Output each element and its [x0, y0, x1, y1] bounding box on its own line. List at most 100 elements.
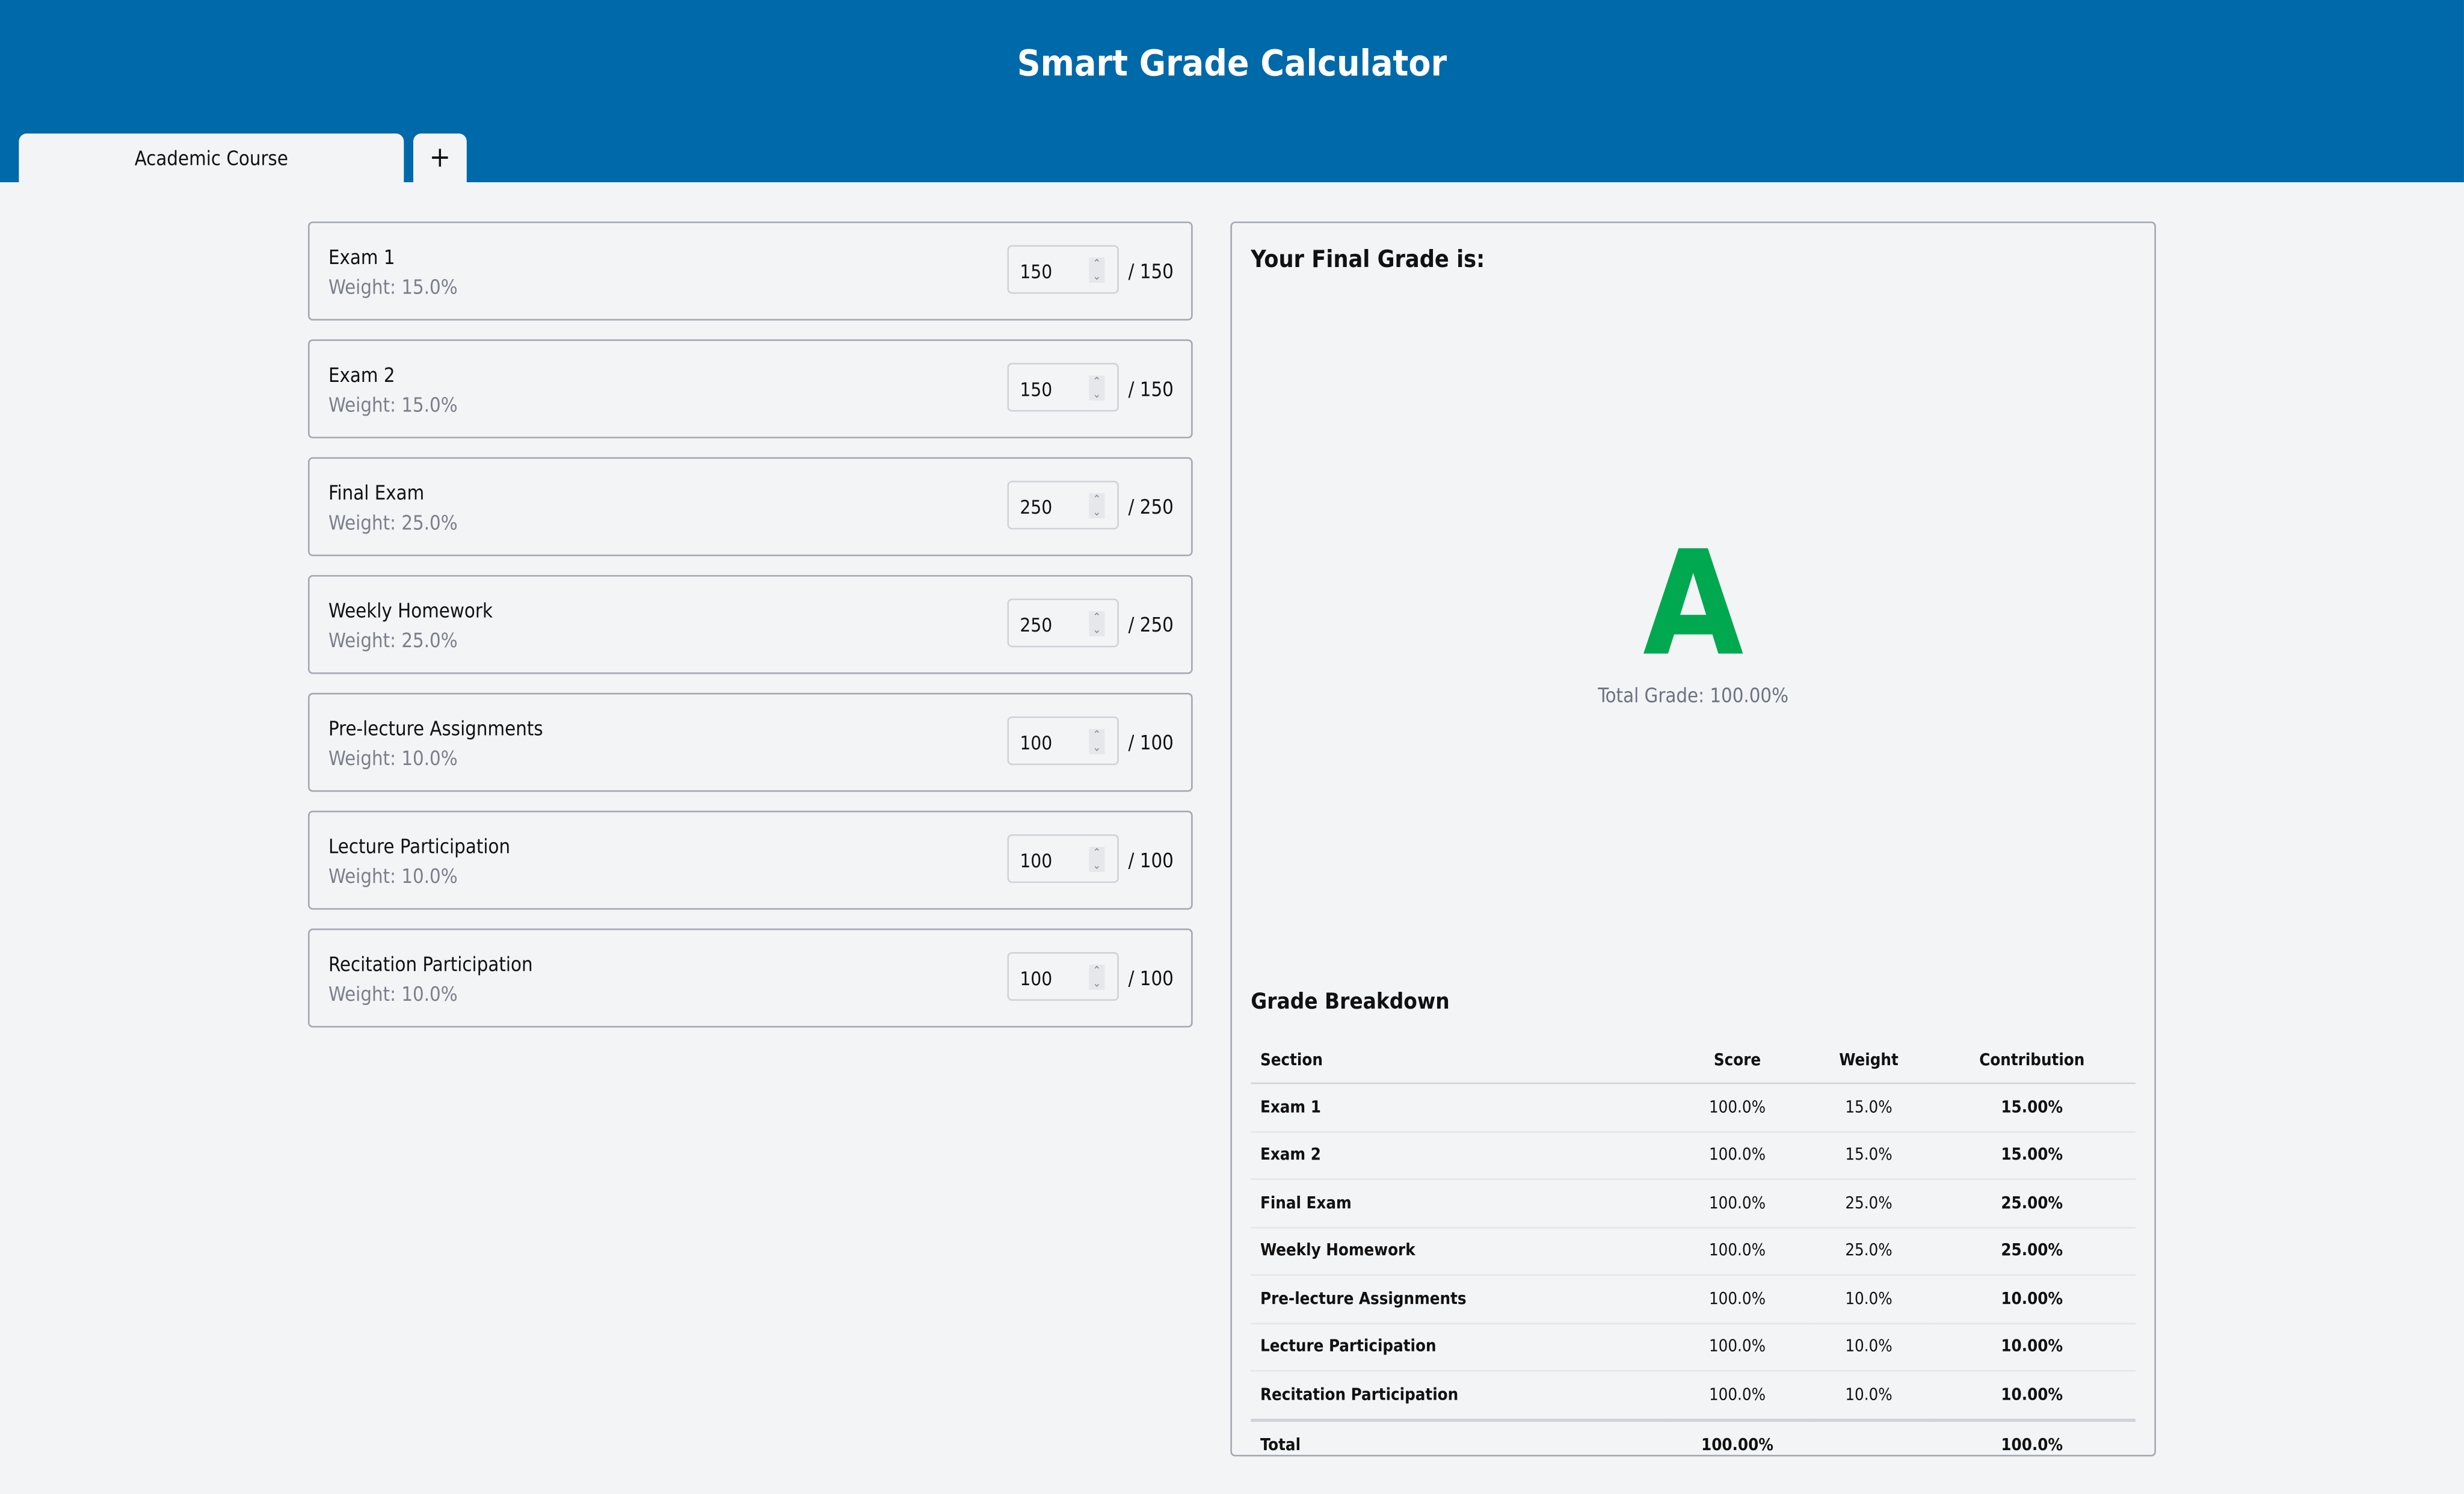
cell-section: Weekly Homework: [1251, 1227, 1666, 1276]
section-card: Exam 2 Weight: 15.0% 150 ⌃ ⌄ / 150: [307, 339, 1193, 438]
table-row: Exam 2 100.0% 15.0% 15.00%: [1251, 1131, 2136, 1180]
header: Smart Grade Calculator Academic Course +: [0, 0, 2464, 183]
cell-score: 100.0%: [1665, 1323, 1810, 1372]
section-card: Weekly Homework Weight: 25.0% 250 ⌃ ⌄ / 2…: [307, 575, 1193, 674]
stepper-icon[interactable]: ⌃ ⌄: [1089, 611, 1105, 636]
cell-section: Final Exam: [1251, 1179, 1666, 1228]
score-value: 100: [1020, 968, 1053, 990]
tab-academic-course[interactable]: Academic Course: [19, 134, 404, 183]
cell-weight: 25.0%: [1809, 1227, 1929, 1276]
section-name: Weekly Homework: [328, 598, 493, 622]
cell-weight: 10.0%: [1809, 1371, 1929, 1421]
cell-section: Exam 1: [1251, 1083, 1666, 1133]
total-row: Total 100.00% 100.0%: [1251, 1418, 2136, 1469]
cell-contribution: 25.00%: [1928, 1179, 2136, 1228]
section-weight: Weight: 10.0%: [328, 864, 458, 888]
score-input[interactable]: 100 ⌃ ⌄: [1007, 951, 1119, 1001]
max-score: / 100: [1128, 730, 1174, 754]
cell-score: 100.0%: [1665, 1227, 1810, 1276]
cell-section: Pre-lecture Assignments: [1251, 1274, 1666, 1324]
section-name: Final Exam: [328, 481, 425, 505]
score-value: 100: [1020, 732, 1053, 754]
cell-score: 100.0%: [1665, 1179, 1810, 1228]
table-header: Section Score Weight Contribution: [1251, 1038, 2136, 1084]
section-card: Pre-lecture Assignments Weight: 10.0% 10…: [307, 692, 1193, 792]
section-name: Exam 2: [328, 363, 395, 387]
score-value: 250: [1020, 614, 1053, 636]
score-input[interactable]: 250 ⌃ ⌄: [1007, 481, 1119, 530]
cell-section: Exam 2: [1251, 1131, 1666, 1180]
cell-score: 100.0%: [1665, 1274, 1810, 1324]
col-score: Score: [1665, 1038, 1810, 1084]
score-value: 100: [1020, 850, 1053, 872]
cell-contribution: 15.00%: [1928, 1083, 2136, 1133]
cell-section: Total: [1251, 1418, 1666, 1469]
cell-score: 100.0%: [1665, 1083, 1810, 1133]
final-letter-grade: A: [1642, 520, 1744, 689]
section-card: Final Exam Weight: 25.0% 250 ⌃ ⌄ / 250: [307, 457, 1193, 556]
cell-score: 100.0%: [1665, 1371, 1810, 1421]
breakdown-title: Grade Breakdown: [1251, 989, 1450, 1015]
score-value: 250: [1020, 496, 1053, 519]
section-weight: Weight: 15.0%: [328, 393, 458, 417]
cell-weight: 10.0%: [1809, 1323, 1929, 1372]
max-score: / 150: [1128, 259, 1174, 283]
col-contribution: Contribution: [1928, 1038, 2136, 1084]
score-input[interactable]: 250 ⌃ ⌄: [1007, 598, 1119, 648]
app-title: Smart Grade Calculator: [1017, 44, 1447, 85]
section-weight: Weight: 25.0%: [328, 628, 458, 653]
cell-weight: [1809, 1418, 1929, 1469]
col-section: Section: [1251, 1038, 1666, 1084]
cell-section: Recitation Participation: [1251, 1371, 1666, 1421]
max-score: / 100: [1128, 966, 1174, 990]
section-card: Lecture Participation Weight: 10.0% 100 …: [307, 810, 1193, 910]
score-value: 150: [1020, 378, 1053, 401]
section-weight: Weight: 10.0%: [328, 982, 458, 1006]
cell-contribution: 10.00%: [1928, 1371, 2136, 1421]
stepper-icon[interactable]: ⌃ ⌄: [1089, 257, 1105, 283]
section-name: Pre-lecture Assignments: [328, 716, 543, 740]
score-input[interactable]: 100 ⌃ ⌄: [1007, 834, 1119, 884]
table-row: Weekly Homework 100.0% 25.0% 25.00%: [1251, 1227, 2136, 1276]
cell-score: 100.00%: [1665, 1418, 1810, 1469]
cell-contribution: 100.0%: [1928, 1418, 2136, 1469]
table-row: Exam 1 100.0% 15.0% 15.00%: [1251, 1083, 2136, 1133]
cell-score: 100.0%: [1665, 1131, 1810, 1180]
section-card: Recitation Participation Weight: 10.0% 1…: [307, 928, 1193, 1028]
cell-contribution: 25.00%: [1928, 1227, 2136, 1276]
score-input[interactable]: 100 ⌃ ⌄: [1007, 716, 1119, 766]
cell-contribution: 10.00%: [1928, 1274, 2136, 1324]
cell-weight: 10.0%: [1809, 1274, 1929, 1324]
result-title: Your Final Grade is:: [1251, 245, 1485, 274]
score-value: 150: [1020, 260, 1053, 283]
max-score: / 250: [1128, 612, 1174, 636]
stepper-icon[interactable]: ⌃ ⌄: [1089, 846, 1105, 872]
stepper-icon[interactable]: ⌃ ⌄: [1089, 964, 1105, 990]
stepper-icon[interactable]: ⌃ ⌄: [1089, 375, 1105, 401]
table-row: Recitation Participation 100.0% 10.0% 10…: [1251, 1371, 2136, 1421]
cell-weight: 15.0%: [1809, 1131, 1929, 1180]
stepper-icon[interactable]: ⌃ ⌄: [1089, 729, 1105, 754]
col-weight: Weight: [1809, 1038, 1929, 1084]
section-name: Recitation Participation: [328, 951, 533, 976]
breakdown-table: Section Score Weight Contribution Exam 1…: [1251, 1038, 2136, 1469]
cell-section: Lecture Participation: [1251, 1323, 1666, 1372]
cell-contribution: 10.00%: [1928, 1323, 2136, 1372]
table-row: Final Exam 100.0% 25.0% 25.00%: [1251, 1179, 2136, 1228]
add-tab-button[interactable]: +: [413, 134, 467, 183]
max-score: / 100: [1128, 848, 1174, 872]
cell-weight: 25.0%: [1809, 1179, 1929, 1228]
score-input[interactable]: 150 ⌃ ⌄: [1007, 363, 1119, 412]
section-weight: Weight: 10.0%: [328, 746, 458, 770]
stepper-icon[interactable]: ⌃ ⌄: [1089, 493, 1105, 519]
cell-weight: 15.0%: [1809, 1083, 1929, 1133]
section-weight: Weight: 15.0%: [328, 275, 458, 299]
section-name: Lecture Participation: [328, 834, 511, 858]
table-row: Lecture Participation 100.0% 10.0% 10.00…: [1251, 1323, 2136, 1372]
max-score: / 150: [1128, 377, 1174, 401]
max-score: / 250: [1128, 494, 1174, 519]
result-panel: Your Final Grade is: A Total Grade: 100.…: [1230, 221, 2156, 1469]
cell-contribution: 15.00%: [1928, 1131, 2136, 1180]
score-input[interactable]: 150 ⌃ ⌄: [1007, 245, 1119, 294]
